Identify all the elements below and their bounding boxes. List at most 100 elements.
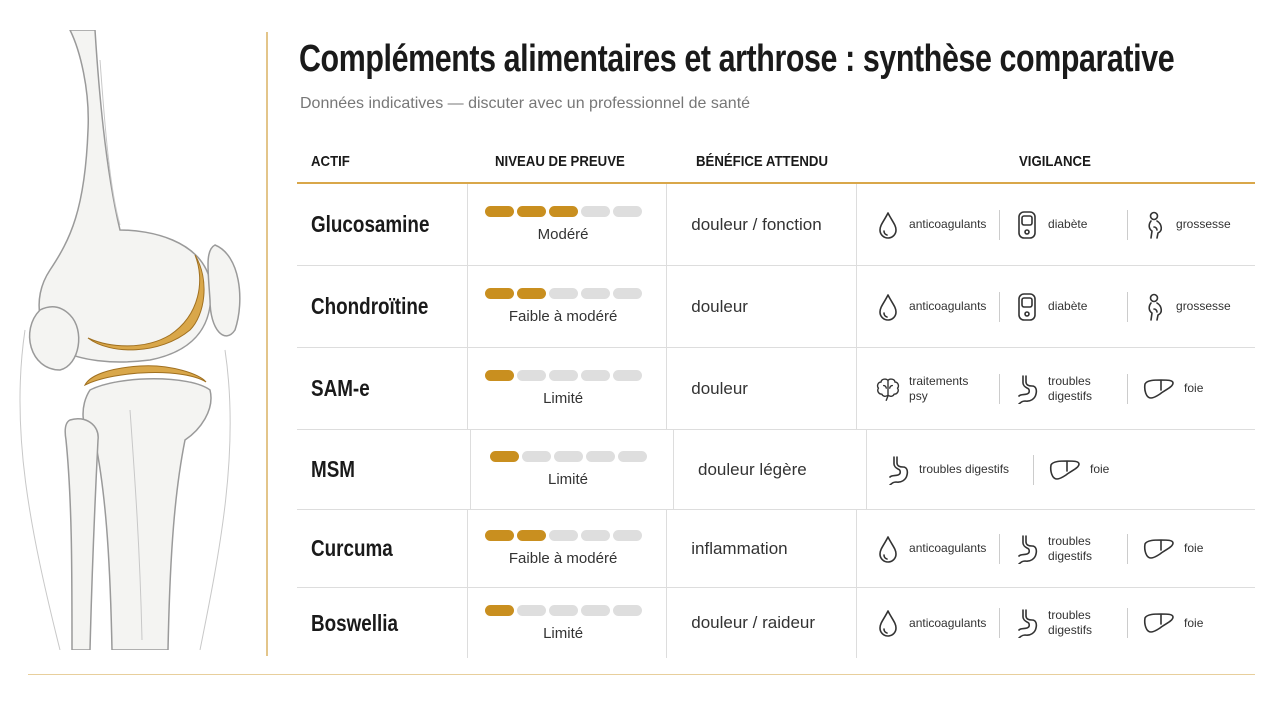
- vigilance-label: traitements psy: [909, 373, 969, 403]
- column-header: BÉNÉFICE ATTENDU: [696, 152, 828, 170]
- glucometer-icon: [1014, 292, 1040, 322]
- benefit: douleur: [666, 266, 856, 347]
- active-name: Curcuma: [311, 535, 393, 561]
- subtitle: Données indicatives — discuter avec un p…: [300, 95, 751, 112]
- evidence-segment: [548, 206, 578, 217]
- evidence-segment: [585, 451, 615, 462]
- evidence-bar: [484, 206, 642, 217]
- glucometer-icon: [1014, 210, 1040, 240]
- active-name: Glucosamine: [311, 211, 430, 237]
- evidence-segment: [580, 288, 610, 299]
- vigilance-label: anticoagulants: [909, 217, 987, 231]
- evidence-segment: [484, 288, 514, 299]
- evidence-segment: [612, 604, 642, 616]
- stomach-icon: [1014, 534, 1040, 564]
- benefit: douleur / fonction: [666, 184, 856, 265]
- evidence-segment: [484, 370, 514, 381]
- evidence-segment: [484, 530, 514, 541]
- vigilance-label: troubles digestifs: [1048, 373, 1093, 403]
- evidence-segment: [516, 604, 546, 616]
- vigilance-label: troubles digestifs: [1048, 608, 1093, 637]
- liver-icon: [1142, 374, 1176, 404]
- stomach-icon: [1014, 608, 1040, 638]
- divider: [266, 32, 268, 656]
- drop-icon: [875, 292, 901, 322]
- evidence-label: Faible à modéré: [508, 308, 618, 325]
- table-row: Chondroïtine Faible à modéré douleur ant…: [297, 266, 1255, 348]
- evidence-segment: [548, 288, 578, 299]
- vigilance-label: foie: [1184, 541, 1204, 555]
- pregnancy-icon: [1142, 292, 1168, 322]
- evidence-segment: [489, 451, 519, 462]
- vigilance-label: foie: [1184, 615, 1204, 630]
- vigilance-label: foie: [1090, 462, 1110, 476]
- evidence-bar: [484, 530, 642, 541]
- benefit: douleur légère: [673, 430, 866, 509]
- column-header: ACTIF: [311, 152, 350, 170]
- table-row: Glucosamine Modéré douleur / fonction an…: [297, 184, 1255, 266]
- evidence-bar: [489, 451, 647, 462]
- evidence-label: Limité: [543, 390, 584, 407]
- vigilance-label: grossesse: [1176, 299, 1231, 313]
- knee-illustration: [19, 30, 241, 650]
- vigilance-label: anticoagulants: [909, 541, 987, 555]
- liver-icon: [1142, 608, 1176, 638]
- active-name: SAM-e: [311, 375, 370, 401]
- column-header: VIGILANCE: [1019, 152, 1091, 170]
- evidence-segment: [484, 206, 514, 217]
- evidence-segment: [548, 370, 578, 381]
- evidence-segment: [516, 288, 546, 299]
- footer-rule: [28, 674, 1255, 675]
- drop-icon: [875, 534, 901, 564]
- vigilance-label: foie: [1184, 381, 1204, 395]
- benefit: inflammation: [666, 510, 856, 587]
- column-header: NIVEAU DE PREUVE: [495, 152, 625, 170]
- liver-icon: [1142, 534, 1176, 564]
- evidence-label: Modéré: [537, 226, 589, 243]
- evidence-segment: [521, 451, 551, 462]
- pregnancy-icon: [1142, 210, 1168, 240]
- active-name: Chondroïtine: [311, 293, 429, 319]
- stomach-icon: [1014, 374, 1040, 404]
- evidence-segment: [516, 530, 546, 541]
- header-rule: [297, 182, 1255, 184]
- evidence-bar: [484, 604, 642, 616]
- evidence-segment: [612, 206, 642, 217]
- evidence-label: Faible à modéré: [508, 550, 618, 567]
- evidence-segment: [580, 206, 610, 217]
- evidence-segment: [580, 604, 610, 616]
- active-name: Boswellia: [311, 609, 399, 636]
- drop-icon: [875, 210, 901, 240]
- evidence-bar: [484, 370, 642, 381]
- evidence-segment: [484, 604, 514, 616]
- vigilance-label: troubles digestifs: [1048, 533, 1093, 563]
- stomach-icon: [885, 455, 911, 485]
- vigilance-label: troubles digestifs: [919, 462, 1010, 476]
- table-row: SAM-e Limité douleur traitements psy tro…: [297, 348, 1255, 430]
- evidence-label: Limité: [547, 471, 588, 488]
- evidence-segment: [612, 530, 642, 541]
- evidence-segment: [516, 370, 546, 381]
- evidence-segment: [612, 370, 642, 381]
- evidence-segment: [548, 530, 578, 541]
- evidence-segment: [553, 451, 583, 462]
- evidence-segment: [617, 451, 647, 462]
- evidence-bar: [484, 288, 642, 299]
- vigilance-label: anticoagulants: [909, 299, 987, 313]
- brain-icon: [875, 374, 901, 404]
- vigilance-label: grossesse: [1176, 217, 1231, 231]
- title: Compléments alimentaires et arthrose : s…: [299, 38, 1175, 80]
- liver-icon: [1048, 455, 1082, 485]
- evidence-segment: [580, 530, 610, 541]
- vigilance-label: anticoagulants: [909, 615, 987, 630]
- benefit: douleur / raideur: [666, 588, 856, 658]
- benefit: douleur: [666, 348, 856, 429]
- evidence-segment: [516, 206, 546, 217]
- vigilance-label: diabète: [1048, 299, 1088, 313]
- evidence-segment: [580, 370, 610, 381]
- evidence-label: Limité: [543, 624, 584, 642]
- table-row: Curcuma Faible à modéré inflammation ant…: [297, 510, 1255, 588]
- active-name: MSM: [311, 456, 356, 482]
- vigilance-label: diabète: [1048, 217, 1088, 231]
